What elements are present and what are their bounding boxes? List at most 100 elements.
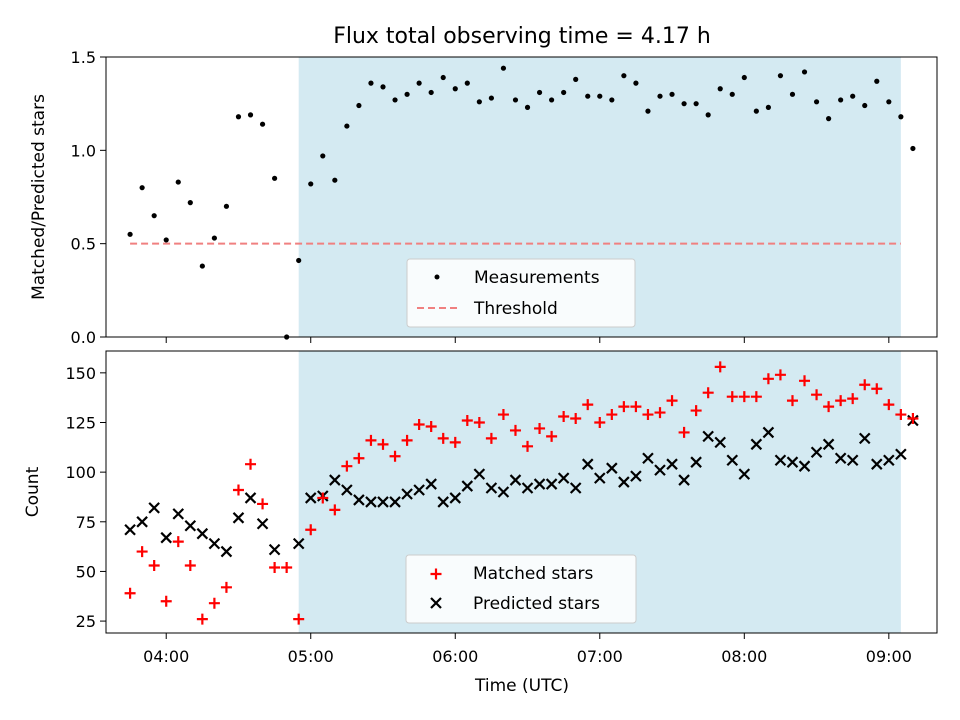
- measurement-point: [151, 213, 157, 219]
- predicted-stars-point: [786, 456, 799, 468]
- matched-stars-point: [702, 387, 714, 399]
- measurement-point: [645, 108, 651, 114]
- predicted-stars-point: [798, 460, 811, 472]
- count-y-tick-label: 150: [65, 364, 96, 383]
- measurement-point: [621, 73, 627, 79]
- predicted-stars-point: [750, 438, 763, 451]
- predicted-stars-point: [858, 432, 871, 445]
- ratio-legend-box: [406, 258, 636, 328]
- measurement-point: [476, 99, 482, 105]
- matched-stars-point: [666, 395, 678, 407]
- count-y-tick-label: 125: [65, 413, 96, 432]
- matched-stars-point: [811, 389, 823, 401]
- predicted-stars-point: [256, 517, 269, 530]
- matched-stars-point: [750, 391, 762, 403]
- measurement-point: [789, 91, 796, 97]
- measurement-point: [512, 97, 519, 103]
- count-panel-frame: [105, 350, 938, 634]
- matched-stars-point: [726, 391, 738, 403]
- x-tick-label: 05:00: [288, 647, 334, 666]
- measurement-point: [801, 69, 808, 75]
- matched-stars-point: [293, 613, 305, 625]
- measurements-legend-marker: [434, 274, 440, 280]
- predicted-stars-point: [822, 438, 835, 451]
- predicted-stars-point: [136, 516, 148, 528]
- predicted-stars-point: [341, 484, 353, 496]
- ratio-y-tick-label: 0.5: [71, 235, 96, 254]
- measurement-point: [765, 104, 771, 110]
- matched-stars-point: [883, 399, 895, 411]
- x-tick-label: 04:00: [143, 647, 189, 666]
- matched-stars-point: [377, 438, 389, 450]
- x-axis-label: Time (UTC): [474, 676, 569, 696]
- matched-stars-point: [642, 409, 654, 421]
- matched-stars-point: [329, 504, 341, 516]
- predicted-stars-point: [533, 478, 546, 490]
- predicted-stars-legend-label: Predicted stars: [473, 594, 600, 614]
- predicted-stars-point: [581, 458, 594, 470]
- matched-stars-point: [799, 375, 811, 387]
- predicted-stars-point: [883, 454, 895, 467]
- measurement-point: [199, 263, 205, 269]
- matched-stars-point: [618, 401, 630, 413]
- matched-stars-point: [786, 395, 798, 407]
- ratio-y-tick-label: 1.0: [71, 141, 96, 160]
- x-tick-label: 09:00: [866, 647, 912, 666]
- predicted-stars-point: [377, 496, 389, 508]
- predicted-stars-point: [220, 545, 233, 558]
- ratio-y-tick-label: 0.0: [71, 328, 96, 347]
- measurement-point: [741, 74, 747, 81]
- matched-stars-point: [859, 379, 871, 391]
- measurement-point: [898, 114, 904, 120]
- measurement-point: [187, 200, 193, 206]
- measurement-point: [850, 93, 856, 99]
- matched-stars-point: [570, 413, 582, 425]
- matched-stars-point: [606, 409, 618, 421]
- predicted-stars-point: [329, 474, 341, 486]
- matched-stars-point: [425, 420, 437, 432]
- predicted-stars-point: [437, 496, 449, 508]
- matched-stars-point: [654, 407, 666, 419]
- measurement-point: [729, 91, 735, 97]
- matched-stars-point: [895, 409, 907, 421]
- measurement-point: [549, 97, 555, 103]
- predicted-stars-point: [497, 486, 510, 498]
- matched-stars-point: [196, 613, 208, 625]
- matched-stars-point: [148, 559, 160, 571]
- predicted-stars-point: [678, 474, 690, 486]
- predicted-stars-point: [268, 543, 281, 556]
- predicted-stars-point: [895, 448, 907, 461]
- matched-stars-point: [823, 401, 835, 413]
- ratio-y-axis-label: Matched/Predicted stars: [29, 94, 49, 300]
- predicted-stars-point: [618, 476, 630, 488]
- matched-stars-point: [534, 422, 546, 434]
- matched-stars-point: [907, 413, 919, 425]
- matched-stars-point: [413, 418, 425, 430]
- matched-stars-point: [365, 434, 377, 446]
- predicted-stars-point: [184, 519, 197, 532]
- predicted-stars-point: [642, 452, 654, 465]
- measurement-point: [163, 237, 169, 243]
- predicted-stars-point: [521, 482, 534, 494]
- measurement-point: [681, 101, 687, 107]
- predicted-stars-point: [666, 458, 678, 470]
- matched-stars-point: [389, 450, 401, 462]
- matched-stars-point: [172, 536, 184, 548]
- predicted-stars-point: [232, 512, 245, 524]
- predicted-stars-point: [160, 531, 172, 544]
- measurement-point: [669, 91, 675, 97]
- matched-stars-point: [509, 424, 521, 436]
- count-y-tick-label: 50: [76, 562, 96, 581]
- measurement-point: [609, 97, 615, 103]
- matched-stars-point: [871, 383, 883, 395]
- predicted-stars-point: [365, 496, 377, 508]
- measurement-point: [561, 89, 567, 96]
- matched-stars-point: [461, 415, 473, 427]
- measurement-point: [633, 80, 639, 86]
- x-tick-label: 07:00: [577, 647, 623, 666]
- predicted-stars-point: [654, 464, 666, 476]
- predicted-stars-point: [244, 492, 257, 504]
- matched-stars-point: [449, 436, 461, 448]
- measurement-point: [272, 175, 278, 181]
